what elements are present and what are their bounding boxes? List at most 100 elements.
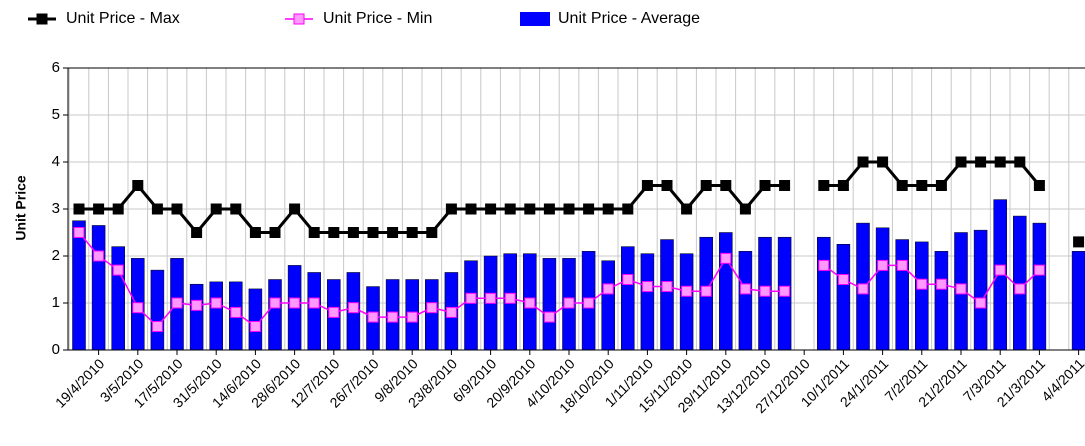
marker (935, 180, 947, 191)
marker (837, 274, 849, 285)
marker (1014, 283, 1026, 295)
marker (563, 297, 575, 309)
marker (622, 274, 634, 285)
marker (877, 259, 889, 271)
marker (916, 180, 928, 191)
bar (464, 260, 478, 351)
marker (347, 227, 359, 238)
y-tick-label: 1 (52, 294, 60, 311)
marker (818, 259, 830, 271)
marker (896, 259, 908, 271)
marker (504, 292, 516, 304)
bar (1013, 215, 1027, 351)
marker (896, 180, 908, 191)
marker (994, 156, 1006, 168)
legend-label: Unit Price - Min (323, 10, 432, 27)
bar (719, 232, 733, 351)
marker (426, 227, 438, 238)
marker (524, 297, 536, 309)
marker (73, 203, 85, 215)
marker (602, 283, 614, 295)
marker (93, 203, 105, 215)
marker (759, 285, 771, 297)
marker (445, 203, 457, 215)
bar (640, 253, 655, 351)
bar (738, 251, 753, 351)
y-tick-label: 2 (52, 247, 60, 264)
marker (700, 180, 712, 191)
marker (210, 297, 222, 309)
marker (975, 297, 987, 309)
marker (681, 285, 693, 297)
marker (543, 203, 555, 215)
marker (661, 180, 673, 191)
marker (583, 203, 595, 215)
marker (641, 281, 653, 293)
bar (209, 281, 223, 351)
x-tick-label: 4/4/2011 (1038, 355, 1085, 404)
marker (367, 311, 379, 323)
bar (679, 253, 694, 351)
marker (328, 227, 340, 238)
marker (485, 203, 497, 215)
marker (602, 203, 614, 215)
marker (641, 180, 653, 191)
marker (563, 203, 575, 215)
marker (230, 306, 242, 318)
bar (895, 239, 909, 351)
marker (818, 180, 830, 191)
x-tick-label: 19/4/2010 (52, 355, 108, 411)
marker (485, 292, 497, 304)
marker (877, 156, 889, 168)
marker (720, 252, 732, 264)
marker (739, 203, 751, 215)
marker (132, 180, 144, 191)
marker (739, 283, 751, 295)
marker (622, 203, 634, 215)
marker (465, 203, 477, 215)
marker (230, 203, 242, 215)
bar (542, 258, 557, 351)
marker (916, 278, 928, 290)
marker (289, 297, 301, 309)
legend-label: Unit Price - Average (558, 10, 700, 27)
legend-marker (293, 13, 305, 25)
marker (191, 227, 203, 238)
marker (73, 227, 85, 238)
marker (955, 283, 967, 295)
marker (583, 297, 595, 309)
y-tick-label: 3 (52, 200, 60, 217)
marker (191, 299, 203, 311)
marker (171, 297, 183, 309)
legend-item: Unit Price - Max (28, 10, 180, 27)
marker (112, 203, 124, 215)
legend-item: Unit Price - Min (285, 10, 432, 27)
bar (601, 260, 615, 351)
marker (93, 250, 105, 262)
legend-swatch (520, 12, 550, 26)
bar (111, 246, 125, 351)
marker (112, 264, 124, 276)
bar (1071, 251, 1085, 351)
marker (387, 311, 399, 323)
bar (150, 269, 165, 351)
marker (308, 227, 320, 238)
marker (661, 281, 673, 293)
marker (426, 302, 438, 314)
marker (249, 227, 261, 238)
y-axis-label: Unit Price (13, 175, 29, 241)
marker (308, 297, 320, 309)
marker (387, 227, 399, 238)
bar (875, 227, 890, 351)
bar (268, 279, 282, 351)
marker (779, 285, 791, 297)
marker (524, 203, 536, 215)
marker (132, 302, 144, 314)
y-tick-label: 4 (52, 153, 60, 170)
marker (543, 311, 555, 323)
marker (445, 306, 457, 318)
marker (857, 156, 869, 168)
bar (248, 288, 263, 351)
marker (857, 283, 869, 295)
